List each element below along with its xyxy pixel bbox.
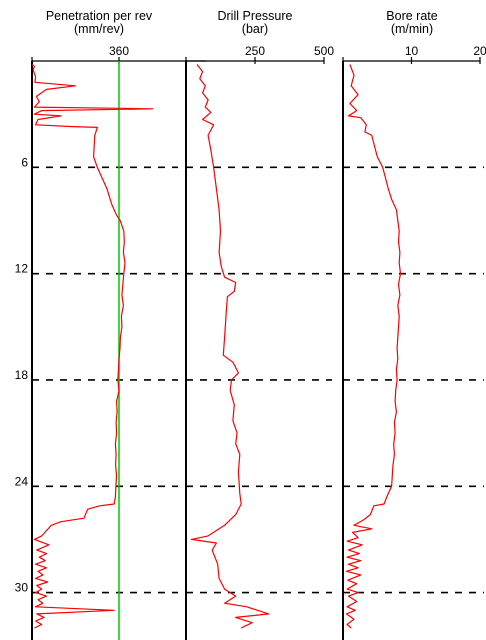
depth-label-24: 24	[15, 474, 29, 488]
panel-title-penetration-line-1: Penetration per rev	[46, 9, 153, 23]
tick-label-pressure-250: 250	[245, 44, 265, 58]
panel-title-pressure-line-2: (bar)	[242, 22, 268, 36]
tick-label-borerate-20: 20	[473, 44, 486, 58]
panel-title-borerate-line-2: (m/min)	[391, 22, 433, 36]
series-line-borerate-0	[345, 64, 402, 629]
panels-layer: Penetration per rev(mm/rev) 360 Drill Pres…	[31, 9, 486, 640]
series-line-penetration-0	[31, 64, 154, 629]
tick-label-borerate-10: 10	[405, 44, 419, 58]
depth-axis: 6 12 18 24 30	[15, 155, 29, 594]
tick-label-pressure-500: 500	[314, 44, 334, 58]
panel-pressure: Drill Pressure(bar) 250 500	[185, 9, 334, 640]
panel-title-penetration-line-2: (mm/rev)	[74, 22, 124, 36]
depth-label-6: 6	[21, 155, 28, 169]
panel-title-pressure-line-1: Drill Pressure	[217, 9, 292, 23]
depth-label-30: 30	[15, 581, 29, 595]
depth-label-12: 12	[15, 262, 29, 276]
panel-penetration: Penetration per rev(mm/rev) 360	[31, 9, 206, 640]
depth-label-18: 18	[15, 368, 29, 382]
series-line-pressure-0	[190, 64, 270, 629]
tick-label-penetration-360: 360	[109, 44, 129, 58]
panel-borerate: Bore rate(m/min) 10 20	[342, 9, 486, 640]
panel-title-borerate-line-1: Bore rate	[386, 9, 437, 23]
